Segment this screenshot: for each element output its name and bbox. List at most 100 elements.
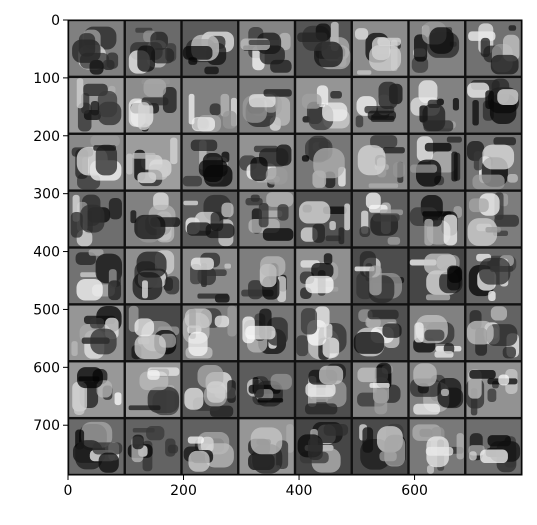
tile-blob xyxy=(262,228,294,241)
tile-blob xyxy=(448,266,463,283)
tile-blob xyxy=(89,59,104,75)
tile-blob xyxy=(265,167,288,185)
tile-blob xyxy=(369,265,382,296)
y-tick-label: 100 xyxy=(33,71,60,87)
tile-blob xyxy=(266,192,294,207)
tile-blob xyxy=(209,103,222,116)
tile-blob xyxy=(80,272,97,278)
tile-blob xyxy=(221,151,230,163)
tile-blob xyxy=(355,115,364,128)
tile-blob xyxy=(89,317,105,329)
tile-blob xyxy=(485,226,501,233)
tile-blob xyxy=(384,435,406,467)
tile-blob xyxy=(142,280,148,299)
x-tick-label: 0 xyxy=(64,483,73,499)
tile-blob xyxy=(143,79,167,97)
tile-blob xyxy=(446,136,462,143)
tile-blob xyxy=(374,388,388,415)
tile-blob xyxy=(368,183,399,188)
tile-blob xyxy=(77,367,103,389)
tile-blob xyxy=(322,337,340,358)
tile-blob xyxy=(250,194,260,202)
tile-blob xyxy=(188,331,208,357)
tile-blob xyxy=(128,405,161,411)
tile-blob xyxy=(250,157,268,181)
tile-blob xyxy=(108,280,122,301)
tile-blob xyxy=(365,317,381,328)
tile-blob xyxy=(190,139,218,152)
tile-blob xyxy=(392,161,405,178)
tile-blob xyxy=(323,323,333,339)
tile-blob xyxy=(329,221,336,231)
x-tick-label: 600 xyxy=(401,483,428,499)
tile-blob xyxy=(132,152,156,159)
tile-blob xyxy=(359,226,371,238)
tile-blob xyxy=(201,436,214,453)
tile-blob xyxy=(270,59,292,73)
tile-blob xyxy=(248,94,276,108)
tile-blob xyxy=(480,37,490,58)
tile-blob xyxy=(410,164,438,173)
tile-blob xyxy=(323,423,349,436)
tile-blob xyxy=(141,97,169,106)
tile-blob xyxy=(301,155,310,162)
x-tick-label: 200 xyxy=(170,483,197,499)
y-tick-label: 700 xyxy=(33,418,60,434)
tile-blob xyxy=(414,34,428,62)
tile-blob xyxy=(382,323,402,338)
tile-blob xyxy=(147,369,160,380)
tile-blob xyxy=(493,137,517,146)
tile-blob xyxy=(92,442,123,455)
tile-blob xyxy=(73,384,85,416)
tile-blob xyxy=(296,335,309,357)
tile-blob xyxy=(148,164,168,180)
tile-blob xyxy=(277,204,289,221)
tile-blob xyxy=(427,99,441,109)
tile-blob xyxy=(227,305,237,337)
tile-blob xyxy=(214,315,230,328)
y-tick-label: 0 xyxy=(51,13,60,29)
tile-blob xyxy=(319,365,344,385)
tile-blob xyxy=(414,322,424,343)
tile-blob xyxy=(70,212,83,238)
tile-blob xyxy=(305,275,334,294)
tile-blob xyxy=(497,89,519,105)
tile-blob xyxy=(114,392,122,406)
tile-blob xyxy=(469,370,496,379)
tile-blob xyxy=(301,93,322,109)
tile-blob xyxy=(423,120,454,132)
tile-blob xyxy=(188,57,198,65)
tile-blob xyxy=(167,444,179,454)
tile-blob xyxy=(130,210,137,224)
tile-blob xyxy=(467,218,498,246)
tile-blob xyxy=(227,380,236,403)
tile-blob xyxy=(507,173,518,183)
tile-blob xyxy=(382,147,405,154)
tile-blob xyxy=(370,135,398,149)
tile-blob xyxy=(191,117,215,132)
image-grid xyxy=(68,20,522,475)
tile-blob xyxy=(97,91,118,118)
tile-blob xyxy=(372,213,400,222)
y-tick-label: 500 xyxy=(33,302,60,318)
tile-blob xyxy=(204,66,219,75)
tile-blob xyxy=(480,449,508,464)
tile-blob xyxy=(134,318,155,337)
tile-blob xyxy=(357,70,372,75)
tile-blob xyxy=(270,373,292,390)
tile-blob xyxy=(490,54,519,75)
tile-blob xyxy=(277,276,286,303)
tile-blob xyxy=(367,309,399,320)
tile-blob xyxy=(485,90,494,110)
tile-blob xyxy=(416,136,433,162)
tile-blob xyxy=(508,25,517,31)
tile-blob xyxy=(132,428,155,433)
tile-blob xyxy=(95,144,118,176)
tile-blob xyxy=(466,320,494,345)
tile-blob xyxy=(76,279,103,301)
tile-blob xyxy=(134,334,166,360)
tile-blob xyxy=(139,371,169,391)
tile-blob xyxy=(357,145,386,176)
tile-blob xyxy=(242,316,255,344)
